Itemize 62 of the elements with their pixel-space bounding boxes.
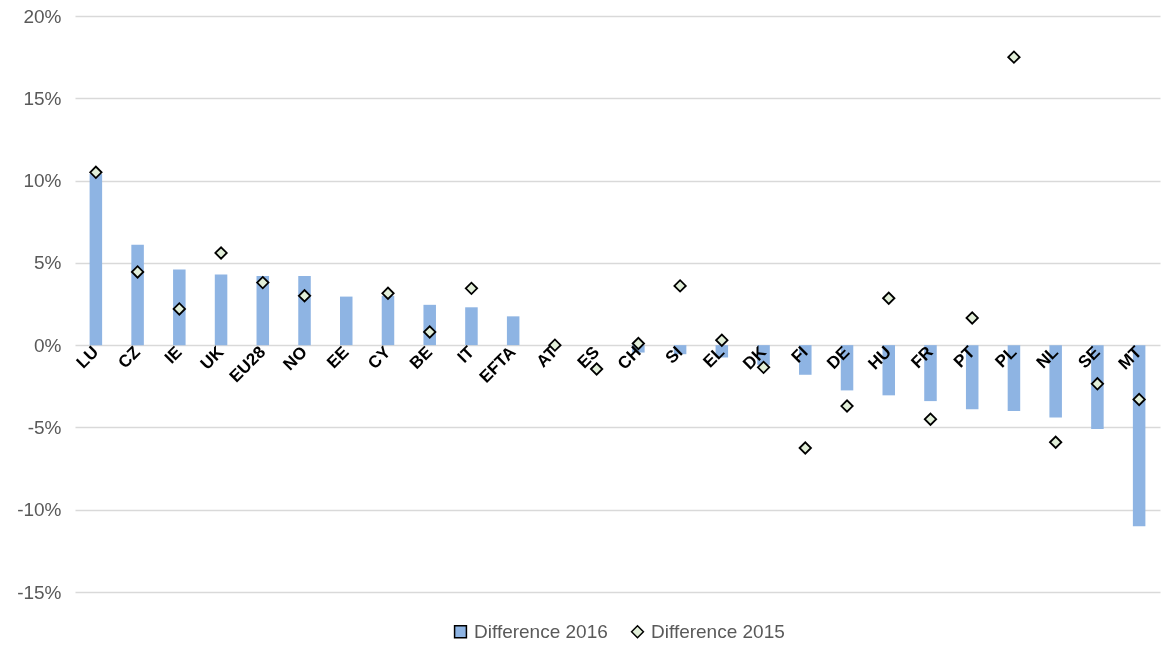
point [715, 333, 729, 347]
x-tick-label: EL [699, 342, 729, 372]
y-tick-label: -15% [17, 581, 62, 603]
bar [465, 307, 478, 346]
point [1049, 435, 1063, 449]
point [798, 441, 812, 455]
point [423, 325, 437, 339]
x-tick-label: SE [1074, 342, 1104, 373]
bar [89, 173, 103, 346]
bar [506, 316, 520, 346]
x-tick-label: SI [661, 342, 687, 368]
point [673, 279, 687, 293]
point [464, 281, 479, 295]
point [1132, 392, 1146, 407]
x-tick-label: BE [405, 342, 437, 373]
bar [173, 269, 186, 346]
point [1007, 50, 1021, 64]
x-tick-label: MT [1114, 342, 1146, 374]
point [297, 289, 312, 303]
point [840, 399, 854, 413]
bar [214, 274, 228, 346]
point [923, 412, 938, 426]
point [381, 286, 395, 300]
x-tick-label: CZ [114, 342, 144, 373]
x-tick-label: CH [613, 342, 645, 374]
x-tick-label: FR [907, 342, 937, 373]
point [131, 265, 145, 279]
y-tick-label: 10% [23, 170, 62, 192]
point [172, 302, 186, 316]
legend-label: Difference 2016 [474, 620, 608, 642]
x-tick-label: NL [1032, 342, 1063, 373]
y-tick-label: 0% [34, 334, 62, 356]
x-tick-label: HU [864, 342, 896, 374]
x-tick-label: FI [787, 342, 812, 367]
point [965, 311, 979, 325]
bar [131, 244, 144, 346]
x-tick-label: NO [279, 342, 311, 375]
bar [381, 295, 395, 346]
x-tick-label: LU [72, 342, 103, 373]
point [882, 291, 896, 305]
x-tick-label: AT [532, 342, 562, 372]
x-tick-label: PL [991, 342, 1021, 372]
y-tick-label: 20% [23, 5, 62, 27]
x-tick-label: IE [160, 342, 186, 368]
x-tick-label: UK [196, 342, 228, 374]
x-tick-label: ES [573, 342, 603, 373]
point [89, 165, 103, 179]
y-tick-label: -10% [17, 499, 62, 521]
x-tick-label: PT [949, 342, 979, 372]
x-tick-label: DE [823, 342, 854, 373]
y-tick-label: -5% [27, 416, 62, 438]
x-tick-label: EE [323, 342, 353, 373]
x-tick-label: DK [739, 342, 771, 374]
x-tick-label: CY [364, 342, 395, 373]
point [1090, 377, 1104, 391]
point [256, 276, 270, 290]
x-tick-label: IT [453, 342, 479, 367]
legend-label: Difference 2015 [651, 620, 785, 642]
y-tick-label: 15% [23, 87, 62, 109]
y-tick-label: 5% [34, 252, 62, 274]
point [214, 246, 228, 260]
bar [339, 296, 353, 346]
